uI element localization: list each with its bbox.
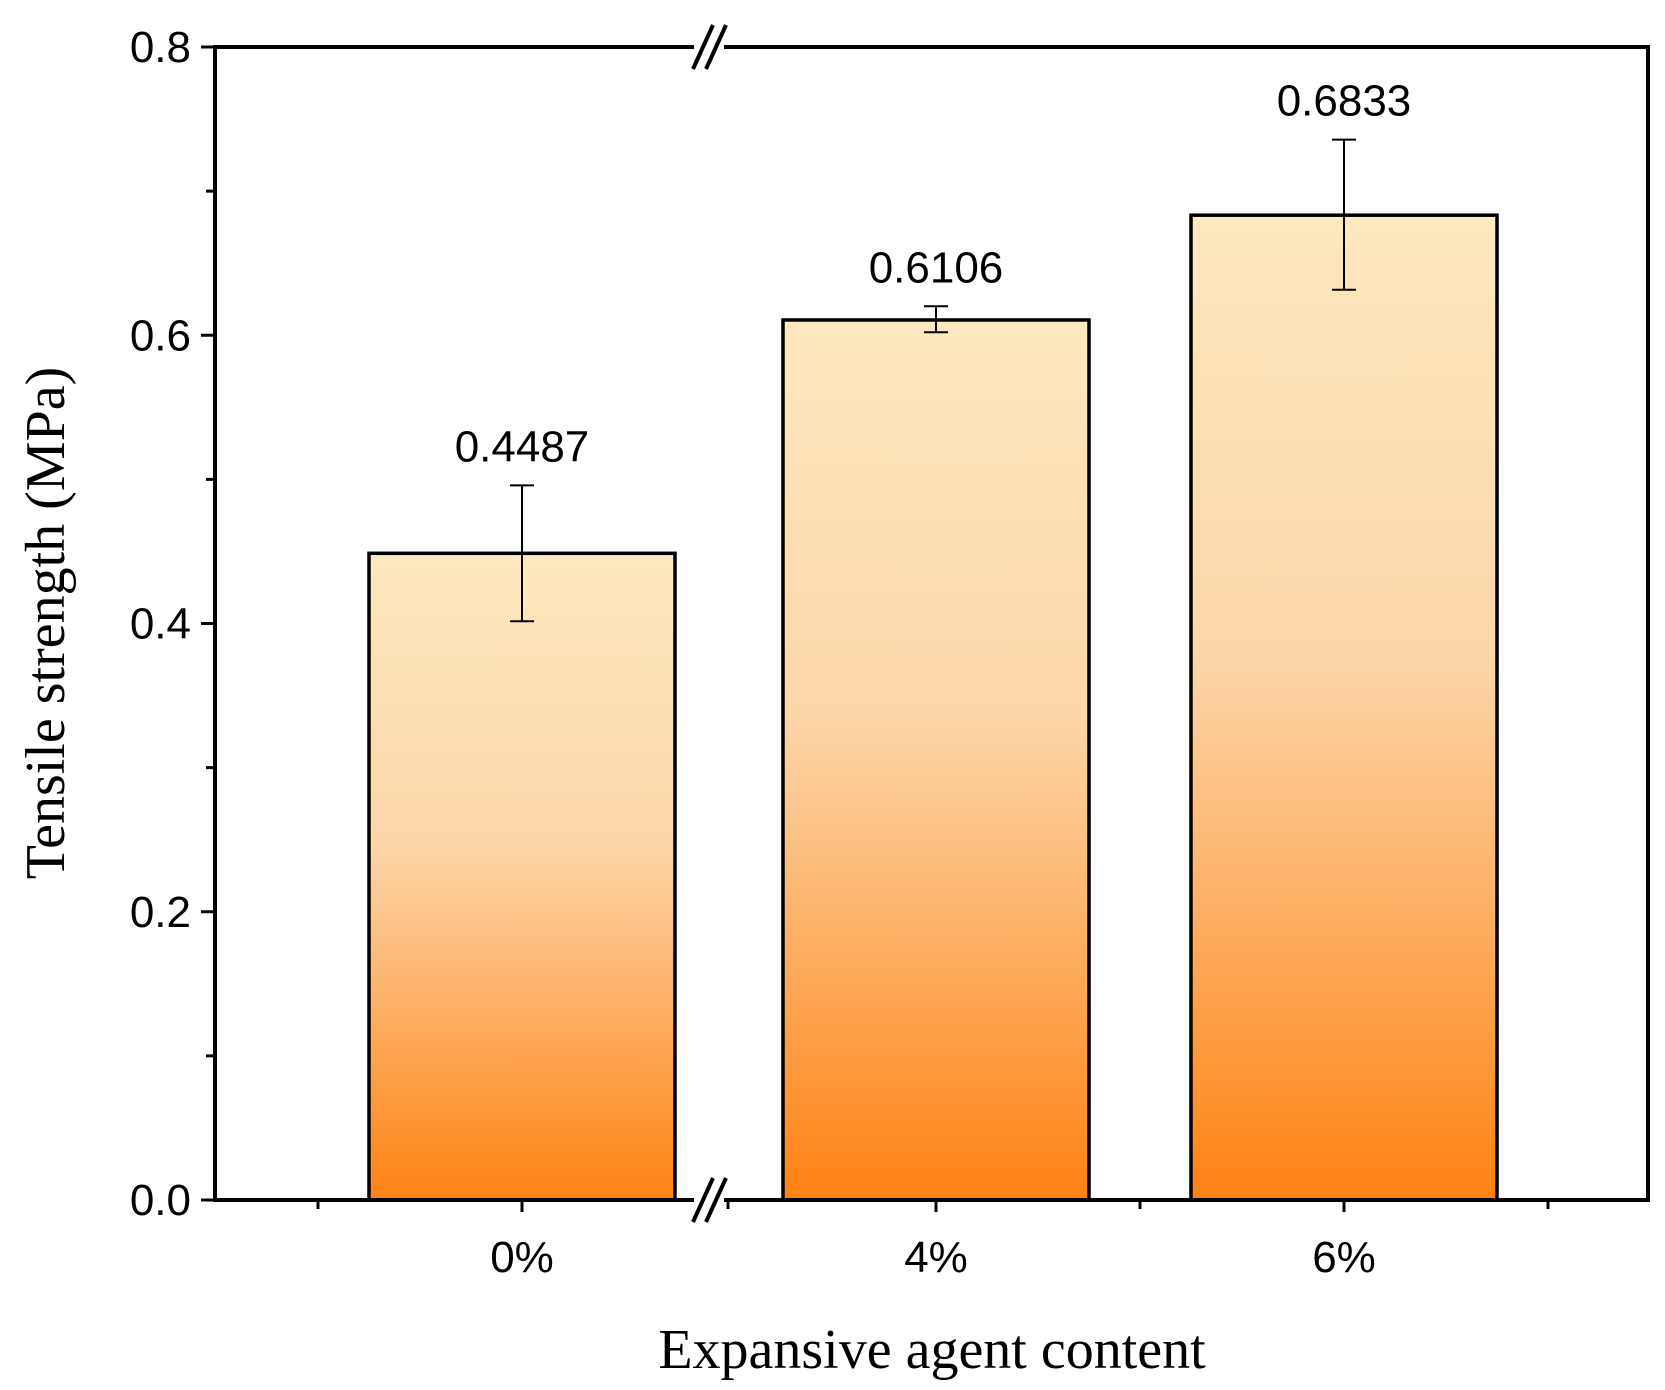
value-labels-group: 0.4487 0.6106 0.6833 — [455, 77, 1412, 472]
y-axis-ticks: 0.0 0.2 0.4 0.6 0.8 — [130, 23, 215, 1225]
value-label: 0.6106 — [869, 243, 1004, 292]
value-label: 0.4487 — [455, 422, 590, 471]
bar — [367, 551, 677, 1202]
y-tick-label: 0.6 — [130, 311, 191, 360]
axis-break-marks — [691, 24, 728, 1223]
axis-break-top — [691, 24, 728, 70]
bar — [1189, 213, 1499, 1202]
bars-group — [367, 213, 1499, 1202]
x-tick-label: 4% — [904, 1233, 968, 1282]
y-tick-label: 0.4 — [130, 600, 191, 649]
value-label: 0.6833 — [1277, 77, 1412, 126]
error-bars-group — [510, 138, 1356, 623]
y-tick-label: 0.2 — [130, 888, 191, 937]
y-tick-label: 0.0 — [130, 1176, 191, 1225]
y-axis-title: Tensile strength (MPa) — [15, 367, 77, 879]
bar — [781, 318, 1091, 1202]
x-axis-ticks: 0% 4% 6% — [316, 1200, 1550, 1282]
y-tick-label: 0.8 — [130, 23, 191, 72]
x-axis-title: Expansive agent content — [658, 1319, 1206, 1381]
x-tick-label: 6% — [1312, 1233, 1376, 1282]
x-tick-label: 0% — [490, 1233, 554, 1282]
axis-break-bottom — [691, 1177, 728, 1223]
